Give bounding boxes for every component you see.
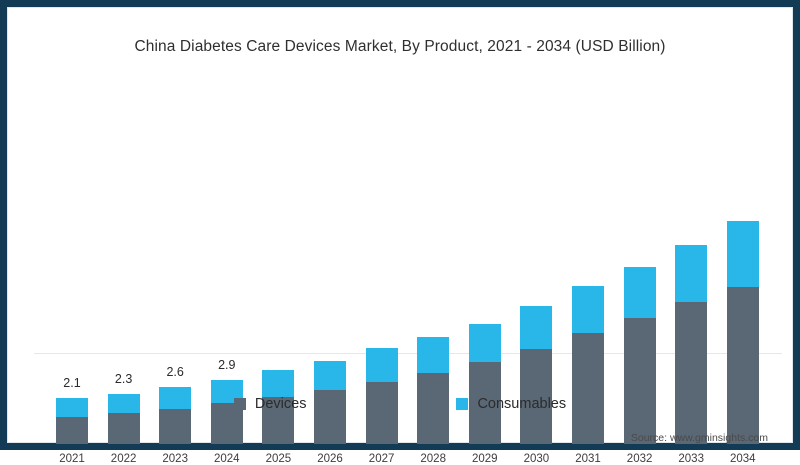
legend-label-consumables: Consumables xyxy=(477,396,567,412)
bar-segment-consumables[interactable] xyxy=(107,393,140,414)
legend-swatch-consumables xyxy=(456,398,469,410)
chart-legend: Devices Consumables xyxy=(8,396,792,412)
bar-segment-devices[interactable] xyxy=(159,408,192,444)
bar-segment-devices[interactable] xyxy=(56,416,88,444)
bar-segment-devices[interactable] xyxy=(262,396,295,444)
bar-stack[interactable] xyxy=(365,347,398,444)
bar-stack[interactable] xyxy=(107,393,140,444)
bar-stack[interactable] xyxy=(726,220,759,444)
chart-title: China Diabetes Care Devices Market, By P… xyxy=(134,38,666,55)
bar-group: 2030 xyxy=(520,99,553,465)
bar-segment-consumables[interactable] xyxy=(56,398,88,417)
bar-stack[interactable] xyxy=(520,306,553,444)
bar-value-label: 2.6 xyxy=(166,365,184,380)
bar-group: 2.6 2023 xyxy=(159,99,192,465)
bar-value-label: 2.3 xyxy=(114,371,133,386)
x-axis-tick-label: 2031 xyxy=(575,453,601,465)
x-axis-tick-label: 2021 xyxy=(59,453,85,465)
bar-value-label: 2.9 xyxy=(218,358,236,373)
bar-segment-devices[interactable] xyxy=(365,381,398,444)
bar-group: 2032 xyxy=(623,99,656,465)
x-axis-tick-label: 2032 xyxy=(626,453,653,465)
bar-segment-devices[interactable] xyxy=(107,413,140,444)
bar-value-label: 2.1 xyxy=(63,376,81,390)
x-axis-tick-label: 2028 xyxy=(420,453,446,465)
bar-stack[interactable] xyxy=(623,266,656,444)
bar-group: 2025 xyxy=(262,99,295,465)
x-axis-tick-label: 2025 xyxy=(265,453,292,465)
x-axis-tick-label: 2027 xyxy=(368,453,395,465)
bar-segment-devices[interactable] xyxy=(726,287,759,444)
bar-stack[interactable] xyxy=(675,244,708,444)
bar-segment-consumables[interactable] xyxy=(623,266,656,319)
bar-segment-consumables[interactable] xyxy=(468,323,501,362)
plot-area: 2.1 2021 2.3 2022 2.6 2023 2.9 2024 2025 2026 2027… xyxy=(8,8,794,465)
bar-segment-devices[interactable] xyxy=(623,318,656,444)
legend-item-consumables[interactable]: Consumables xyxy=(456,396,566,412)
bar-segment-consumables[interactable] xyxy=(262,369,295,397)
bar-segment-devices[interactable] xyxy=(468,361,501,444)
bar-segment-consumables[interactable] xyxy=(365,347,398,382)
bar-stack[interactable] xyxy=(417,336,450,444)
bar-group: 2031 xyxy=(572,99,604,465)
bar-segment-consumables[interactable] xyxy=(520,306,553,349)
bar-segment-devices[interactable] xyxy=(210,403,243,444)
bar-stack[interactable] xyxy=(314,360,346,444)
bar-segment-devices[interactable] xyxy=(314,390,346,444)
bar-segment-devices[interactable] xyxy=(417,372,450,444)
bar-group: 2026 xyxy=(314,99,346,465)
bar-segment-consumables[interactable] xyxy=(159,387,192,409)
x-axis-tick-label: 2030 xyxy=(523,453,550,465)
bar-segment-consumables[interactable] xyxy=(210,380,243,404)
bar-segment-consumables[interactable] xyxy=(726,220,759,288)
bar-group: 2.9 2024 xyxy=(210,99,243,465)
bar-stack[interactable] xyxy=(159,387,192,444)
bar-segment-consumables[interactable] xyxy=(314,360,346,391)
bar-stack[interactable] xyxy=(210,380,243,444)
bar-segment-consumables[interactable] xyxy=(572,286,604,334)
bar-segment-devices[interactable] xyxy=(675,301,708,444)
bar-group: 2034 xyxy=(726,99,759,465)
x-axis-tick-label: 2026 xyxy=(317,453,343,465)
bar-group: 2029 xyxy=(468,99,501,465)
bar-group: 2028 xyxy=(417,99,450,465)
x-axis-tick-label: 2029 xyxy=(472,453,498,465)
bar-group: 2027 xyxy=(365,99,398,465)
bar-stack[interactable] xyxy=(262,369,295,444)
legend-swatch-devices xyxy=(233,398,246,410)
bar-stack[interactable] xyxy=(468,323,501,444)
x-axis-tick-label: 2023 xyxy=(162,453,188,465)
bar-segment-consumables[interactable] xyxy=(675,244,708,302)
x-axis-tick-label: 2033 xyxy=(678,453,704,465)
legend-item-devices[interactable]: Devices xyxy=(233,396,307,412)
bar-group: 2.1 2021 xyxy=(56,99,88,465)
x-axis-tick-label: 2022 xyxy=(110,453,137,465)
bar-stack[interactable] xyxy=(56,398,88,444)
bar-group: 2033 xyxy=(675,99,708,465)
bar-segment-devices[interactable] xyxy=(520,348,553,444)
chart-figure-inner: China Diabetes Care Devices Market, By P… xyxy=(7,7,794,465)
source-note: Source: www.gminsights.com xyxy=(630,432,768,444)
x-axis-tick-label: 2034 xyxy=(730,453,756,465)
bar-segment-consumables[interactable] xyxy=(417,336,450,373)
bar-segment-devices[interactable] xyxy=(572,333,604,444)
x-axis-line xyxy=(34,353,782,354)
bar-stack[interactable] xyxy=(572,286,604,444)
bar-group: 2.3 2022 xyxy=(107,99,140,465)
legend-label-devices: Devices xyxy=(254,396,307,412)
x-axis-tick-label: 2024 xyxy=(214,453,240,465)
